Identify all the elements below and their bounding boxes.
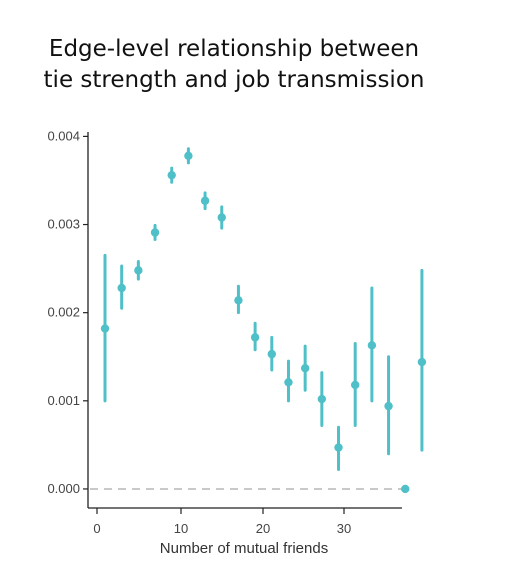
data-point [401, 484, 410, 494]
x-tick-label: 10 [174, 521, 188, 536]
chart-title-line-2: tie strength and job transmission [43, 67, 425, 93]
data-point [351, 380, 360, 390]
points-layer [100, 151, 427, 494]
data-point [317, 394, 327, 404]
data-point [417, 357, 427, 367]
data-point [284, 378, 293, 387]
y-tick-label: 0.002 [47, 305, 80, 320]
data-point [250, 333, 260, 342]
data-point [217, 213, 226, 222]
x-tick-label: 30 [337, 521, 351, 536]
data-point [334, 443, 343, 452]
y-tick-label: 0.001 [47, 393, 80, 408]
data-point [184, 151, 193, 160]
data-point [100, 324, 110, 333]
data-point [300, 364, 310, 373]
x-axis-title: Number of mutual friends [160, 540, 328, 557]
chart-title: Edge-level relationship between tie stre… [0, 34, 468, 96]
data-point [150, 228, 160, 237]
data-point [117, 283, 126, 293]
data-point [134, 266, 143, 275]
error-bars-layer [103, 147, 424, 472]
data-point [167, 170, 176, 180]
x-tick-label: 0 [93, 521, 100, 536]
y-tick-label: 0.003 [47, 217, 80, 232]
data-point [234, 296, 243, 305]
chart-title-line-1: Edge-level relationship between [48, 36, 420, 62]
data-point [367, 341, 377, 350]
data-point [200, 196, 210, 205]
y-tick-label: 0.004 [47, 128, 80, 143]
data-point [267, 349, 276, 359]
x-tick-label: 20 [256, 521, 270, 536]
axes-layer: 0.000 0.001 0.002 0.003 0.004 0 10 20 30 [47, 128, 402, 536]
data-point [384, 401, 393, 411]
y-tick-label: 0.000 [47, 481, 80, 496]
